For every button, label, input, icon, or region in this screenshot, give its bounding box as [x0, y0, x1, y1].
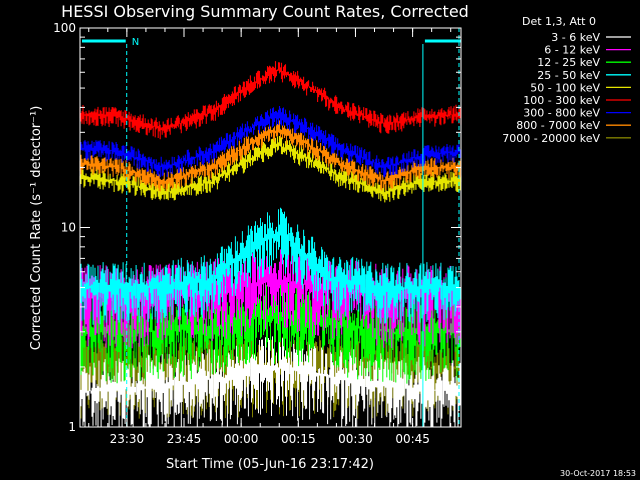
- x-tick-label: 00:00: [224, 432, 259, 446]
- x-tick-label: 00:30: [338, 432, 373, 446]
- legend-label: 3 - 6 keV: [551, 31, 600, 44]
- legend-label: 50 - 100 keV: [530, 81, 600, 94]
- x-tick-label: 23:45: [167, 432, 202, 446]
- x-tick-label: 23:30: [110, 432, 145, 446]
- night-label: N: [132, 37, 139, 48]
- x-tick-label: 00:15: [281, 432, 316, 446]
- footer-date: 30-Oct-2017 18:53: [560, 469, 636, 478]
- x-tick-label: 00:45: [395, 432, 430, 446]
- x-axis-label: Start Time (05-Jun-16 23:17:42): [166, 457, 374, 472]
- legend-label: 300 - 800 keV: [523, 107, 600, 120]
- legend-title: Det 1,3, Att 0: [522, 15, 596, 28]
- y-tick-label: 100: [53, 21, 76, 35]
- y-axis-label: Corrected Count Rate (s⁻¹ detector⁻¹): [29, 106, 44, 351]
- legend-label: 7000 - 20000 keV: [502, 132, 600, 145]
- legend-label: 100 - 300 keV: [523, 94, 600, 107]
- legend-label: 800 - 7000 keV: [516, 119, 600, 132]
- chart-title: HESSI Observing Summary Count Rates, Cor…: [61, 2, 469, 21]
- legend-label: 25 - 50 keV: [537, 69, 600, 82]
- legend-label: 6 - 12 keV: [544, 44, 600, 57]
- axes: 1 10 100 23:30 23:45 00:00 00:15 00:30 00:45: [53, 21, 461, 446]
- plot-data: [79, 61, 462, 427]
- legend-label: 12 - 25 keV: [537, 56, 600, 69]
- y-tick-label: 10: [61, 221, 76, 235]
- y-tick-label: 1: [68, 420, 76, 434]
